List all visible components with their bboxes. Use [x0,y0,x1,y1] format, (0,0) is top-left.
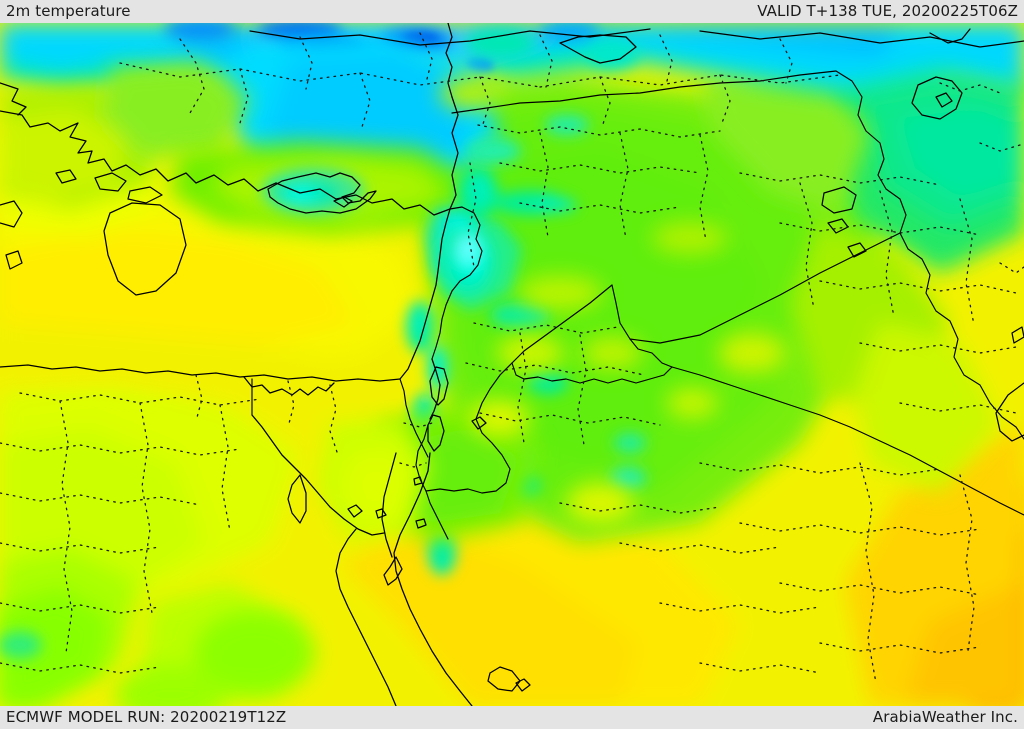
valid-time-label: VALID T+138 TUE, 20200225T06Z [757,2,1018,20]
band-green-ne [820,63,1024,273]
national-border-layer [251,70,1024,540]
patch-warmspot-syria [440,77,786,523]
temperature-field [0,23,1024,706]
model-run-label: ECMWF MODEL RUN: 20200219T12Z [6,708,287,726]
band-aegean-green [0,61,250,208]
header-bar: 2m temperature VALID T+138 TUE, 20200225… [0,0,1024,23]
band-warm-yellow-se [845,423,1024,706]
provider-label: ArabiaWeather Inc. [872,708,1018,726]
band-sinai [315,418,430,543]
band-yellowgreen-mid [700,73,1000,493]
page-title: 2m temperature [6,2,131,20]
coastline-layer [0,23,1024,706]
field-layer [0,23,1024,706]
patch-green-sw-egypt [0,588,315,706]
admin-boundary-layer [0,32,1024,684]
temperature-map[interactable] [0,23,1024,706]
footer-bar: ECMWF MODEL RUN: 20200219T12Z ArabiaWeat… [0,706,1024,729]
